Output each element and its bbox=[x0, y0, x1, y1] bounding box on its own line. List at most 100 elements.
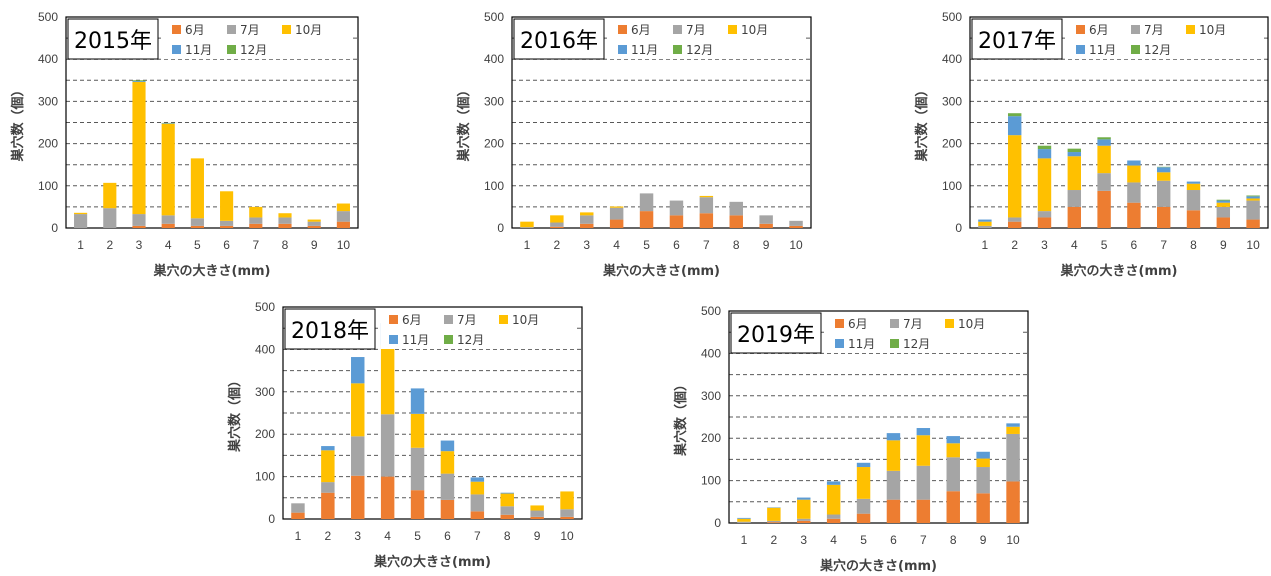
year-label-box bbox=[284, 308, 376, 350]
x-tick-label: 4 bbox=[165, 238, 172, 252]
bar-segment-7月-3 bbox=[132, 214, 146, 226]
bar-segment-10月-5 bbox=[1097, 145, 1111, 174]
legend-label-7月: 7月 bbox=[686, 23, 706, 37]
y-tick-label: 0 bbox=[955, 221, 962, 235]
legend-label-6月: 6月 bbox=[402, 313, 422, 327]
legend-label-7月: 7月 bbox=[240, 23, 260, 37]
bar-segment-10月-7 bbox=[249, 206, 263, 218]
bar-segment-7月-6 bbox=[220, 220, 234, 226]
y-axis-title: 巣穴数（個） bbox=[10, 83, 26, 162]
bar-segment-6月-4 bbox=[609, 219, 624, 228]
x-tick-label: 2 bbox=[554, 238, 561, 252]
bar-segment-10月-6 bbox=[886, 440, 901, 471]
legend-swatch-7月 bbox=[673, 25, 682, 34]
legend-label-7月: 7月 bbox=[457, 313, 477, 327]
legend-label-12月: 12月 bbox=[903, 337, 930, 351]
bar-segment-7月-5 bbox=[856, 498, 871, 514]
x-tick-label: 8 bbox=[282, 238, 289, 252]
bar-segment-7月-7 bbox=[916, 465, 931, 500]
bar-segment-11月-5 bbox=[856, 462, 871, 468]
bar-segment-11月-3 bbox=[1037, 149, 1052, 159]
bar-segment-6月-10 bbox=[1246, 219, 1260, 228]
x-tick-label: 9 bbox=[980, 533, 987, 547]
bar-segment-10月-3 bbox=[1037, 158, 1052, 212]
legend-label-11月: 11月 bbox=[402, 333, 429, 347]
x-tick-label: 4 bbox=[830, 533, 837, 547]
legend-swatch-6月 bbox=[835, 319, 844, 328]
y-tick-label: 200 bbox=[38, 137, 58, 151]
plot-frame bbox=[728, 310, 1029, 524]
bar-segment-7月-5 bbox=[639, 193, 654, 212]
legend-swatch-11月 bbox=[835, 339, 844, 348]
legend-box bbox=[1068, 19, 1262, 59]
legend-swatch-7月 bbox=[890, 319, 899, 328]
bar-segment-7月-9 bbox=[530, 510, 544, 517]
bar-segment-11月-10 bbox=[1006, 423, 1020, 427]
x-tick-label: 7 bbox=[474, 529, 481, 543]
bar-segment-10月-1 bbox=[520, 221, 534, 228]
bar-segment-12月-9 bbox=[1216, 199, 1231, 201]
x-tick-label: 1 bbox=[982, 238, 989, 252]
bar-segment-10月-9 bbox=[976, 458, 990, 468]
bar-segment-7月-4 bbox=[1067, 190, 1082, 207]
y-axis-title: 巣穴数（個） bbox=[227, 374, 243, 453]
legend-label-10月: 10月 bbox=[512, 313, 539, 327]
year-label: 2016年 bbox=[520, 29, 598, 54]
year-label-box bbox=[67, 18, 159, 60]
legend-swatch-6月 bbox=[1076, 25, 1085, 34]
bar-segment-7月-9 bbox=[307, 221, 321, 226]
x-tick-label: 10 bbox=[1246, 238, 1260, 252]
bar-segment-11月-5 bbox=[1097, 139, 1111, 146]
bar-segment-7月-8 bbox=[1186, 190, 1201, 211]
y-tick-label: 100 bbox=[942, 179, 962, 193]
bar-segment-7月-9 bbox=[1216, 206, 1231, 218]
legend-label-12月: 12月 bbox=[457, 333, 484, 347]
bar-segment-6月-7 bbox=[699, 213, 714, 228]
bar-segment-10月-3 bbox=[132, 81, 146, 215]
bar-segment-6月-8 bbox=[500, 514, 514, 519]
x-tick-label: 1 bbox=[295, 529, 302, 543]
x-tick-label: 7 bbox=[703, 238, 710, 252]
y-tick-label: 300 bbox=[701, 389, 721, 403]
bar-segment-10月-10 bbox=[1246, 198, 1260, 201]
y-tick-label: 500 bbox=[701, 304, 721, 318]
y-tick-label: 500 bbox=[38, 10, 58, 24]
legend-box bbox=[164, 19, 352, 59]
legend-swatch-6月 bbox=[389, 315, 398, 324]
x-axis-title: 巣穴の大きさ(mm) bbox=[1060, 263, 1178, 279]
y-tick-label: 200 bbox=[942, 137, 962, 151]
bar-segment-6月-6 bbox=[669, 215, 684, 228]
x-axis-title: 巣穴の大きさ(mm) bbox=[819, 558, 937, 574]
bar-segment-12月-10 bbox=[1246, 195, 1260, 197]
bar-segment-11月-2 bbox=[321, 446, 335, 451]
bar-segment-6月-9 bbox=[1216, 217, 1231, 228]
y-tick-label: 400 bbox=[38, 52, 58, 66]
bar-segment-10月-5 bbox=[856, 467, 871, 499]
y-tick-label: 0 bbox=[51, 221, 58, 235]
bar-segment-10月-5 bbox=[190, 158, 204, 219]
bar-segment-7月-10 bbox=[789, 220, 803, 226]
bar-segment-10月-8 bbox=[1186, 183, 1201, 191]
bar-segment-6月-7 bbox=[470, 511, 485, 519]
x-tick-label: 9 bbox=[1220, 238, 1227, 252]
bar-segment-10月-1 bbox=[74, 212, 88, 215]
bar-segment-6月-5 bbox=[856, 513, 871, 523]
bar-segment-11月-3 bbox=[797, 497, 811, 500]
year-label-box bbox=[730, 312, 822, 354]
bar-segment-11月-5 bbox=[410, 388, 425, 414]
bar-segment-7月-7 bbox=[699, 197, 714, 214]
bar-segment-6月-3 bbox=[351, 475, 365, 519]
bar-segment-7月-3 bbox=[580, 215, 594, 224]
bar-segment-7月-8 bbox=[500, 506, 514, 515]
bar-segment-6月-9 bbox=[307, 225, 321, 228]
legend-label-7月: 7月 bbox=[903, 317, 923, 331]
legend-swatch-10月 bbox=[728, 25, 737, 34]
x-tick-label: 7 bbox=[1160, 238, 1167, 252]
y-tick-label: 300 bbox=[255, 385, 275, 399]
legend-label-12月: 12月 bbox=[686, 43, 713, 57]
bar-segment-6月-2 bbox=[321, 492, 335, 519]
legend-swatch-12月 bbox=[1131, 45, 1140, 54]
bar-segment-6月-2 bbox=[1007, 221, 1022, 228]
legend-swatch-12月 bbox=[444, 335, 453, 344]
x-tick-label: 6 bbox=[890, 533, 897, 547]
